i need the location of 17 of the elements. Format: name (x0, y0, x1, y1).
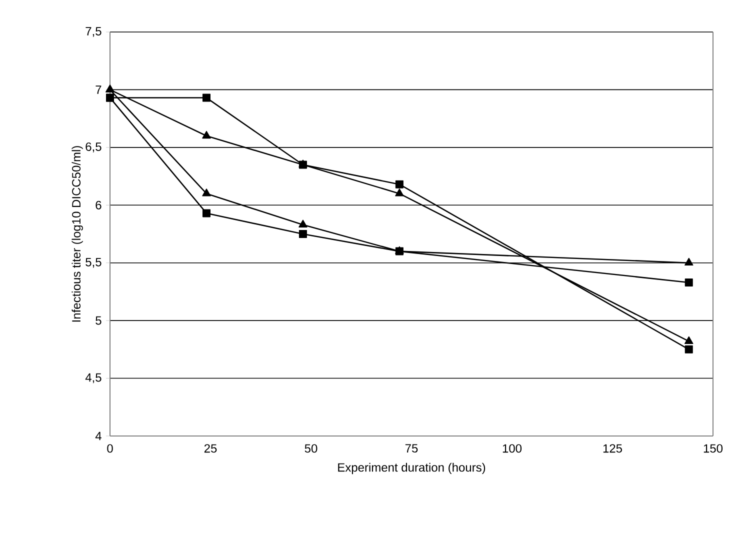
y-tick-label: 5,5 (86, 258, 102, 268)
x-tick-label: 0 (107, 444, 113, 453)
x-tick-label: 100 (502, 444, 522, 453)
y-tick-label: 5 (96, 316, 102, 325)
x-tick-label: 75 (405, 444, 418, 453)
x-tick-label: 150 (704, 444, 723, 453)
x-tick-label: 50 (304, 444, 318, 453)
y-tick-label: 7,5 (86, 27, 102, 37)
y-tick-label: 7 (96, 86, 102, 94)
y-tick-label: 4 (95, 432, 102, 440)
x-tick-label: 125 (603, 444, 622, 453)
y-axis-title: Infectious titer (log10 DICC50/ml) (72, 146, 83, 322)
y-tick-label: 4,5 (85, 373, 102, 384)
y-tick-label: 6 (96, 200, 102, 210)
x-axis-title: Experiment duration (hours) (338, 462, 486, 474)
x-tick-label: 25 (204, 444, 217, 453)
y-tick-label: 6,5 (86, 142, 102, 152)
